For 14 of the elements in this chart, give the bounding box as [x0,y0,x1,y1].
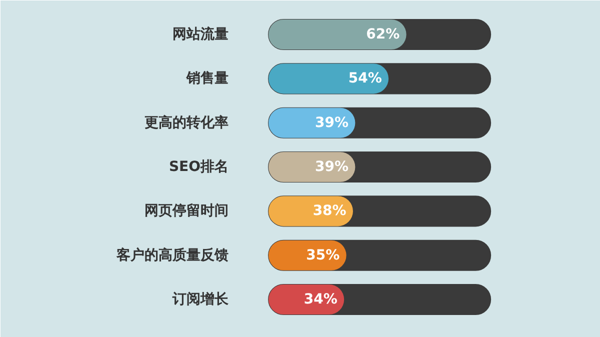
y-tick-label: 网站流量 [172,26,229,43]
y-tick-label: SEO排名 [168,159,229,176]
y-tick-label: 订阅增长 [172,292,230,308]
data-label: 38% [312,203,346,220]
y-tick-label: 网页停留时间 [144,203,229,220]
data-label: 62% [366,26,400,43]
data-label: 39% [315,159,349,176]
data-label: 34% [304,292,338,308]
y-tick-label: 更高的转化率 [144,114,229,131]
y-tick-label: 客户的高质量反馈 [116,246,229,264]
data-label: 54% [348,70,382,87]
y-tick-label: 销售量 [186,70,229,87]
data-label: 39% [315,114,349,131]
data-label: 35% [306,247,340,264]
